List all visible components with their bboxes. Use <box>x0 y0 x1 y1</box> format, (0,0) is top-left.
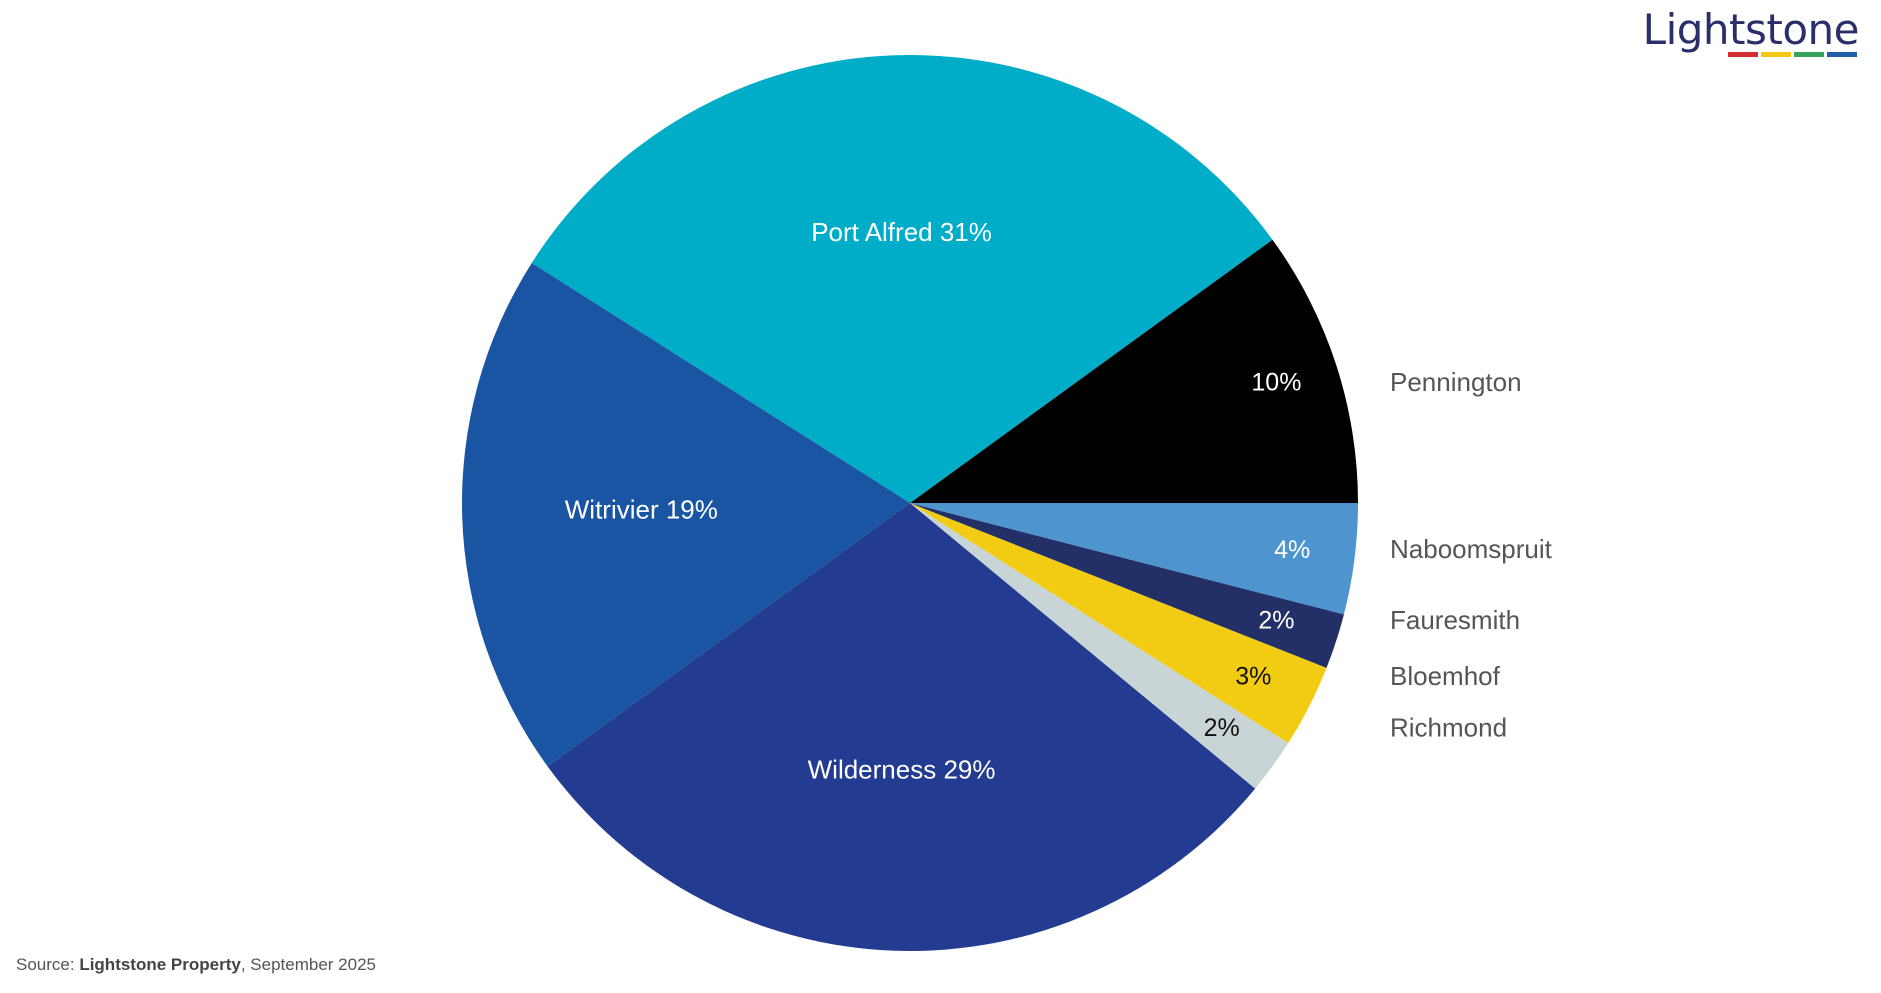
slice-name-label: Fauresmith <box>1390 605 1520 635</box>
slice-label: Port Alfred 31% <box>811 217 992 247</box>
source-note: Source: Lightstone Property, September 2… <box>16 955 376 975</box>
slice-name-label: Naboomspruit <box>1390 534 1553 564</box>
slice-label: Witrivier 19% <box>565 494 718 524</box>
logo-underline-segment <box>1794 52 1824 57</box>
slice-name-label: Bloemhof <box>1390 661 1501 691</box>
slice-percent-label: 2% <box>1258 607 1294 635</box>
pie-slice-port-alfred <box>531 54 1273 504</box>
pie-slice-bloemhof <box>910 503 1327 744</box>
pie-slice-richmond <box>910 503 1289 789</box>
source-suffix: , September 2025 <box>240 955 376 974</box>
pie-slice-wilderness <box>547 503 1256 951</box>
logo-underline-segment <box>1728 52 1758 57</box>
pie-slice-fauresmith <box>910 503 1344 668</box>
slice-name-label: Richmond <box>1390 712 1507 742</box>
slice-label: Wilderness 29% <box>808 755 996 785</box>
pie-slice-naboomspruit <box>910 503 1358 615</box>
logo-underline <box>1643 52 1857 57</box>
slice-name-label: Pennington <box>1390 367 1522 397</box>
slice-percent-label: 10% <box>1251 369 1301 397</box>
slice-percent-label: 4% <box>1274 536 1310 564</box>
pie-slice-witrivier <box>462 262 910 767</box>
source-prefix: Source: <box>16 955 80 974</box>
source-org: Lightstone Property <box>79 955 241 974</box>
logo-text: Lightstone <box>1642 5 1860 54</box>
slice-percent-label: 2% <box>1204 714 1240 742</box>
logo-underline-segment <box>1827 52 1857 57</box>
lightstone-logo: Lightstone <box>1642 2 1860 57</box>
logo-underline-segment <box>1761 52 1791 57</box>
slice-percent-label: 3% <box>1235 663 1271 691</box>
pie-slice-pennington <box>910 239 1358 503</box>
